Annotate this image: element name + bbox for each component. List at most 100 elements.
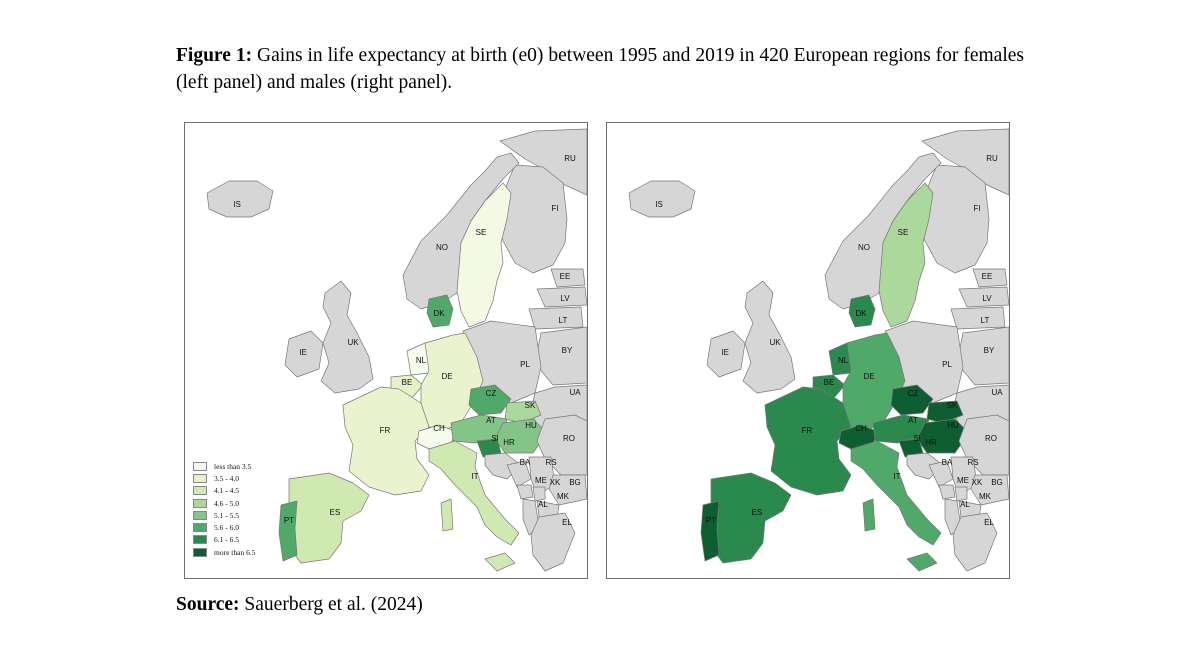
country-label-ie: IE bbox=[721, 348, 729, 357]
country-label-uk: UK bbox=[769, 338, 781, 347]
legend-item: more than 6.5 bbox=[193, 546, 255, 558]
region-it bbox=[428, 440, 520, 546]
region-bg bbox=[548, 474, 587, 506]
region-fi bbox=[496, 164, 568, 274]
region-se bbox=[456, 182, 512, 328]
country-label-is: IS bbox=[233, 200, 241, 209]
country-label-ba: BA bbox=[942, 458, 953, 467]
region-uk bbox=[320, 280, 374, 394]
country-label-fi: FI bbox=[551, 204, 558, 213]
region-xk bbox=[954, 486, 968, 502]
country-label-lt: LT bbox=[559, 316, 568, 325]
legend-swatch bbox=[193, 510, 207, 520]
europe-map: RU IS FI SE NO EE LV LT DK BY UK IE PL NL DE UA BE CZ SK FR… bbox=[206, 128, 587, 572]
region-lt bbox=[528, 306, 584, 330]
country-label-ru: RU bbox=[564, 154, 576, 163]
country-label-el: EL bbox=[562, 518, 572, 527]
legend-item: 3.5 - 4.0 bbox=[193, 472, 255, 484]
region-cz bbox=[468, 384, 512, 416]
country-label-rs: RS bbox=[545, 458, 556, 467]
region-se bbox=[878, 182, 934, 328]
region-by bbox=[534, 326, 587, 386]
region-itsa bbox=[862, 498, 876, 532]
region-ie bbox=[284, 330, 324, 378]
legend-label: 3.5 - 4.0 bbox=[214, 473, 239, 483]
country-label-si: SI bbox=[491, 434, 499, 443]
country-label-ba: BA bbox=[520, 458, 531, 467]
country-label-xk: XK bbox=[972, 478, 983, 487]
country-label-no: NO bbox=[436, 243, 448, 252]
country-label-ro: RO bbox=[985, 434, 997, 443]
country-label-ch: CH bbox=[433, 424, 445, 433]
legend-label: 5.1 - 5.5 bbox=[214, 510, 239, 520]
country-label-be: BE bbox=[402, 378, 413, 387]
country-label-es: ES bbox=[752, 508, 763, 517]
region-cz bbox=[890, 384, 934, 416]
country-label-al: AL bbox=[538, 500, 548, 509]
map-panel-females: RU IS FI SE NO EE LV LT DK BY UK IE PL NL DE UA BE CZ SK FR… bbox=[184, 122, 588, 579]
region-si bbox=[898, 438, 924, 458]
legend-label: 6.1 - 6.5 bbox=[214, 535, 239, 545]
region-dk bbox=[848, 294, 876, 328]
country-label-cz: CZ bbox=[908, 389, 919, 398]
country-label-lv: LV bbox=[982, 294, 992, 303]
figure-source: Source: Sauerberg et al. (2024) bbox=[176, 594, 423, 616]
region-el bbox=[952, 512, 998, 572]
caption-text: Gains in life expectancy at birth (e0) b… bbox=[176, 45, 1024, 93]
legend-label: less than 3.5 bbox=[214, 461, 252, 471]
source-label: Source: bbox=[176, 594, 240, 615]
country-label-se: SE bbox=[898, 228, 909, 237]
country-label-lv: LV bbox=[560, 294, 570, 303]
country-label-de: DE bbox=[863, 372, 874, 381]
country-label-nl: NL bbox=[416, 356, 427, 365]
country-label-pt: PT bbox=[706, 516, 716, 525]
region-ru bbox=[921, 128, 1009, 196]
region-me bbox=[938, 484, 956, 500]
country-label-lt: LT bbox=[981, 316, 990, 325]
legend-item: 4.1 - 4.5 bbox=[193, 485, 255, 497]
country-label-ee: EE bbox=[560, 272, 571, 281]
region-dk bbox=[426, 294, 454, 328]
region-fr bbox=[764, 386, 852, 496]
map-panel-males: RU IS FI SE NO EE LV LT DK BY UK IE PL NL DE UA BE CZ SK FR… bbox=[606, 122, 1010, 579]
country-label-de: DE bbox=[441, 372, 452, 381]
country-label-ee: EE bbox=[982, 272, 993, 281]
country-label-sk: SK bbox=[947, 401, 958, 410]
country-label-xk: XK bbox=[550, 478, 561, 487]
region-fr bbox=[342, 386, 430, 496]
country-label-hr: HR bbox=[503, 438, 515, 447]
country-label-mk: MK bbox=[979, 492, 992, 501]
country-label-ch: CH bbox=[855, 424, 867, 433]
legend-item: 5.1 - 5.5 bbox=[193, 509, 255, 521]
region-lv bbox=[958, 286, 1009, 308]
legend-swatch bbox=[193, 486, 207, 496]
region-by bbox=[956, 326, 1009, 386]
region-si bbox=[476, 438, 502, 458]
region-ru bbox=[499, 128, 587, 196]
country-label-nl: NL bbox=[838, 356, 849, 365]
legend-label: 5.6 - 6.0 bbox=[214, 523, 239, 533]
region-itsa bbox=[440, 498, 454, 532]
legend-swatch bbox=[193, 461, 207, 471]
country-label-pt: PT bbox=[284, 516, 294, 525]
map-legend: less than 3.5 3.5 - 4.0 4.1 - 4.5 4.6 - 5.0… bbox=[193, 460, 255, 558]
legend-item: 4.6 - 5.0 bbox=[193, 497, 255, 509]
region-ie bbox=[706, 330, 746, 378]
country-label-ua: UA bbox=[991, 388, 1003, 397]
region-rs bbox=[950, 456, 978, 496]
country-label-al: AL bbox=[960, 500, 970, 509]
country-label-dk: DK bbox=[433, 309, 445, 318]
country-label-by: BY bbox=[562, 346, 573, 355]
country-label-hu: HU bbox=[947, 421, 959, 430]
country-label-is: IS bbox=[655, 200, 663, 209]
country-label-at: AT bbox=[486, 416, 496, 425]
region-xk bbox=[532, 486, 546, 502]
country-label-mk: MK bbox=[557, 492, 570, 501]
region-el bbox=[530, 512, 576, 572]
country-label-ua: UA bbox=[569, 388, 581, 397]
country-label-me: ME bbox=[535, 476, 547, 485]
country-label-pl: PL bbox=[520, 360, 530, 369]
country-label-by: BY bbox=[984, 346, 995, 355]
region-rs bbox=[528, 456, 556, 496]
region-me bbox=[516, 484, 534, 500]
